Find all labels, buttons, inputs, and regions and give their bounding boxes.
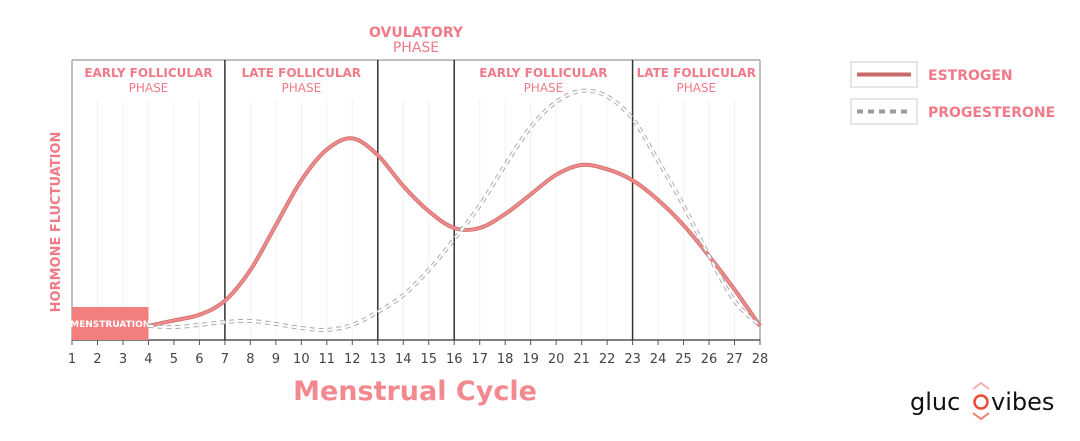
- phase-label: LATE FOLLICULAR: [637, 66, 756, 80]
- x-tick-label: 27: [726, 352, 743, 367]
- x-tick-label: 28: [752, 352, 769, 367]
- x-tick-label: 10: [293, 352, 310, 367]
- phase-label-sub: PHASE: [129, 81, 169, 95]
- x-tick-label: 2: [93, 352, 101, 367]
- x-tick-label: 8: [246, 352, 254, 367]
- x-tick-label: 7: [221, 352, 229, 367]
- x-tick-label: 3: [119, 352, 127, 367]
- x-tick-label: 19: [522, 352, 539, 367]
- phase-label: EARLY FOLLICULAR: [479, 66, 607, 80]
- x-tick-label: 24: [650, 352, 667, 367]
- x-tick-label: 15: [420, 352, 437, 367]
- x-tick-label: 14: [395, 352, 412, 367]
- x-tick-label: 18: [497, 352, 514, 367]
- x-tick-label: 26: [701, 352, 718, 367]
- logo-chevron-up-icon: [972, 381, 990, 390]
- legend-label: ESTROGEN: [928, 68, 1013, 84]
- phase-label-sub: PHASE: [393, 40, 439, 56]
- x-tick-label: 5: [170, 352, 178, 367]
- y-axis-label: HORMONE FLUCTUATION: [49, 132, 64, 313]
- x-tick-label: 22: [599, 352, 616, 367]
- x-tick-label: 1: [68, 352, 76, 367]
- logo-chevron-down-icon: [972, 412, 990, 421]
- logo-o-icon: [973, 394, 989, 410]
- legend-label: PROGESTERONE: [928, 105, 1055, 121]
- x-tick-label: 16: [446, 352, 463, 367]
- x-tick-label: 21: [573, 352, 590, 367]
- menstruation-bar: [72, 307, 149, 340]
- phase-label: OVULATORY: [369, 25, 464, 41]
- phase-label-sub: PHASE: [676, 81, 716, 95]
- progesterone-line: [148, 89, 761, 332]
- x-tick-label: 13: [370, 352, 387, 367]
- phase-label-sub: PHASE: [281, 81, 321, 95]
- estrogen-line: [148, 137, 762, 328]
- x-tick-label: 6: [195, 352, 203, 367]
- x-axis-label: Menstrual Cycle: [293, 376, 537, 407]
- x-tick-label: 11: [319, 352, 336, 367]
- menstruation-label: MENSTRUATION: [70, 320, 150, 330]
- phase-label: EARLY FOLLICULAR: [84, 66, 212, 80]
- x-tick-label: 23: [624, 352, 641, 367]
- phase-label-sub: PHASE: [524, 81, 564, 95]
- x-tick-label: 12: [344, 352, 361, 367]
- phase-label: LATE FOLLICULAR: [242, 66, 361, 80]
- x-tick-label: 4: [144, 352, 152, 367]
- logo-text-left: gluc: [910, 388, 960, 416]
- x-tick-label: 25: [675, 352, 692, 367]
- x-tick-label: 20: [548, 352, 565, 367]
- logo-text-right: vibes: [991, 388, 1054, 416]
- x-tick-label: 9: [272, 352, 280, 367]
- x-tick-label: 17: [471, 352, 488, 367]
